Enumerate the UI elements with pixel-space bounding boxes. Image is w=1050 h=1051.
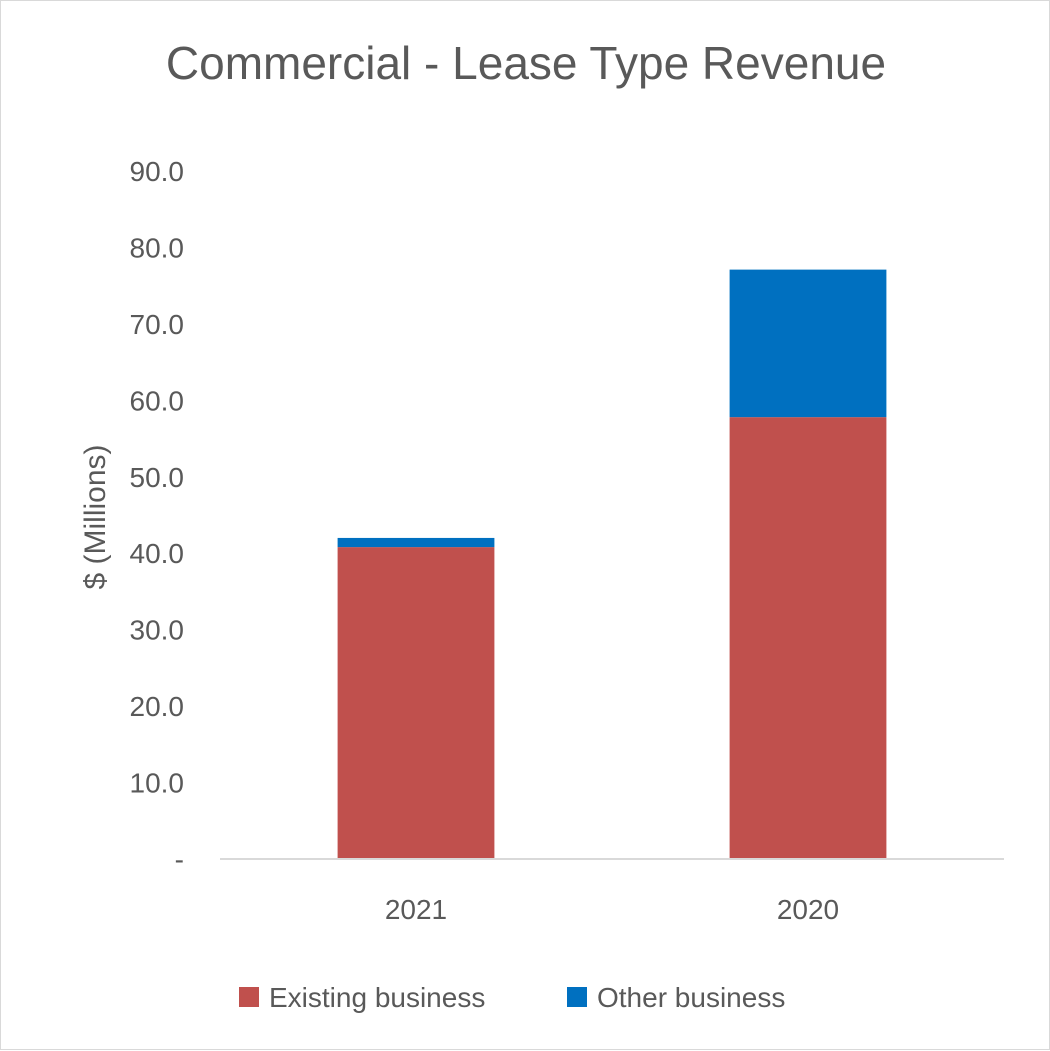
bar-2021-other-business	[337, 537, 495, 548]
y-tick-label: 30.0	[130, 615, 185, 646]
y-tick-label: -	[175, 844, 184, 875]
y-tick-label: 70.0	[130, 309, 185, 340]
y-tick-label: 90.0	[130, 156, 185, 187]
x-axis-ticks: 2021 2020	[385, 894, 839, 925]
bar-2020-other-business	[729, 269, 887, 418]
legend-label: Other business	[597, 982, 785, 1013]
legend-swatch-other-business	[567, 987, 587, 1007]
x-tick-label: 2020	[777, 894, 839, 925]
y-axis-ticks: - 10.0 20.0 30.0 40.0 50.0 60.0 70.0 80.0 90.0	[130, 156, 185, 875]
y-tick-label: 20.0	[130, 691, 185, 722]
y-tick-label: 50.0	[130, 462, 185, 493]
y-tick-label: 10.0	[130, 768, 185, 799]
y-axis-title: $ (Millions)	[79, 444, 112, 589]
chart-title: Commercial - Lease Type Revenue	[166, 37, 886, 89]
bar-2020-existing-business	[729, 417, 887, 859]
y-tick-label: 40.0	[130, 538, 185, 569]
bar-2021-existing-business	[337, 547, 495, 859]
legend: Existing business Other business	[239, 982, 785, 1013]
y-tick-label: 60.0	[130, 385, 185, 416]
bars	[337, 269, 887, 859]
x-tick-label: 2021	[385, 894, 447, 925]
legend-label: Existing business	[269, 982, 485, 1013]
y-tick-label: 80.0	[130, 232, 185, 263]
legend-swatch-existing-business	[239, 987, 259, 1007]
